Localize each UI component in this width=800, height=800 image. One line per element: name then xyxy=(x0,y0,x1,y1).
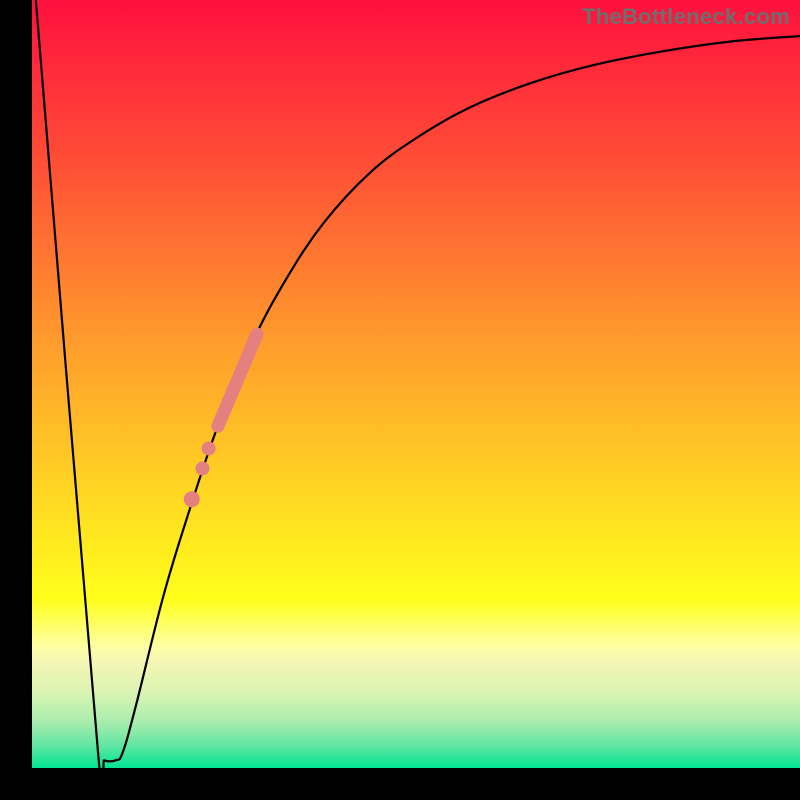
bottleneck-chart: { "watermark": "TheBottleneck.com", "cha… xyxy=(0,0,800,800)
highlight-dot xyxy=(184,491,200,507)
watermark-text: TheBottleneck.com xyxy=(582,4,790,30)
chart-svg xyxy=(0,0,800,800)
highlight-dot xyxy=(202,442,216,456)
highlight-dot xyxy=(195,461,209,475)
